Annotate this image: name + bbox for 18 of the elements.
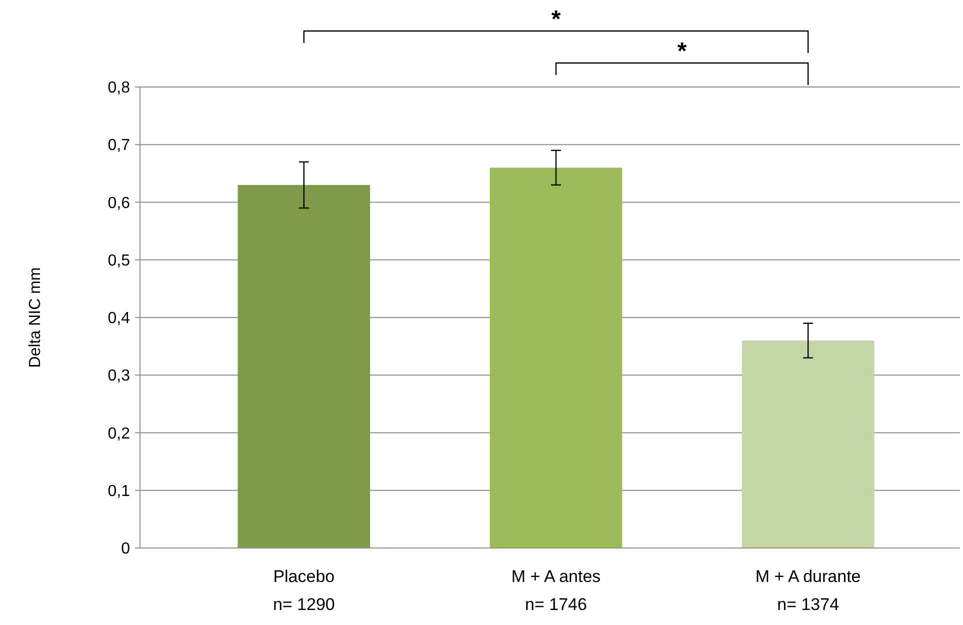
x-tick-label: Placebo n= 1290: [272, 567, 335, 614]
bar: [238, 184, 370, 548]
y-axis-title: Delta NIC mm: [27, 267, 44, 368]
bar: [742, 340, 874, 548]
y-tick-label: 0,8: [108, 80, 130, 97]
y-tick-label: 0,3: [108, 368, 130, 385]
x-tick-label: M + A antes n= 1746: [511, 567, 601, 614]
text: *: [677, 38, 688, 65]
y-tick-label: 0,4: [108, 310, 130, 328]
y-tick-label: 0,2: [108, 425, 130, 442]
bar: [490, 168, 622, 548]
x-tick-label: M + A durante n= 1374: [755, 567, 861, 614]
text: *: [551, 6, 562, 33]
y-tick-label: 0,5: [108, 252, 130, 270]
y-tick-label: 0: [121, 540, 130, 558]
y-tick-label: 0,7: [108, 137, 130, 154]
y-tick-label: 0,1: [108, 482, 130, 500]
y-tick-label: 0,6: [108, 194, 130, 212]
